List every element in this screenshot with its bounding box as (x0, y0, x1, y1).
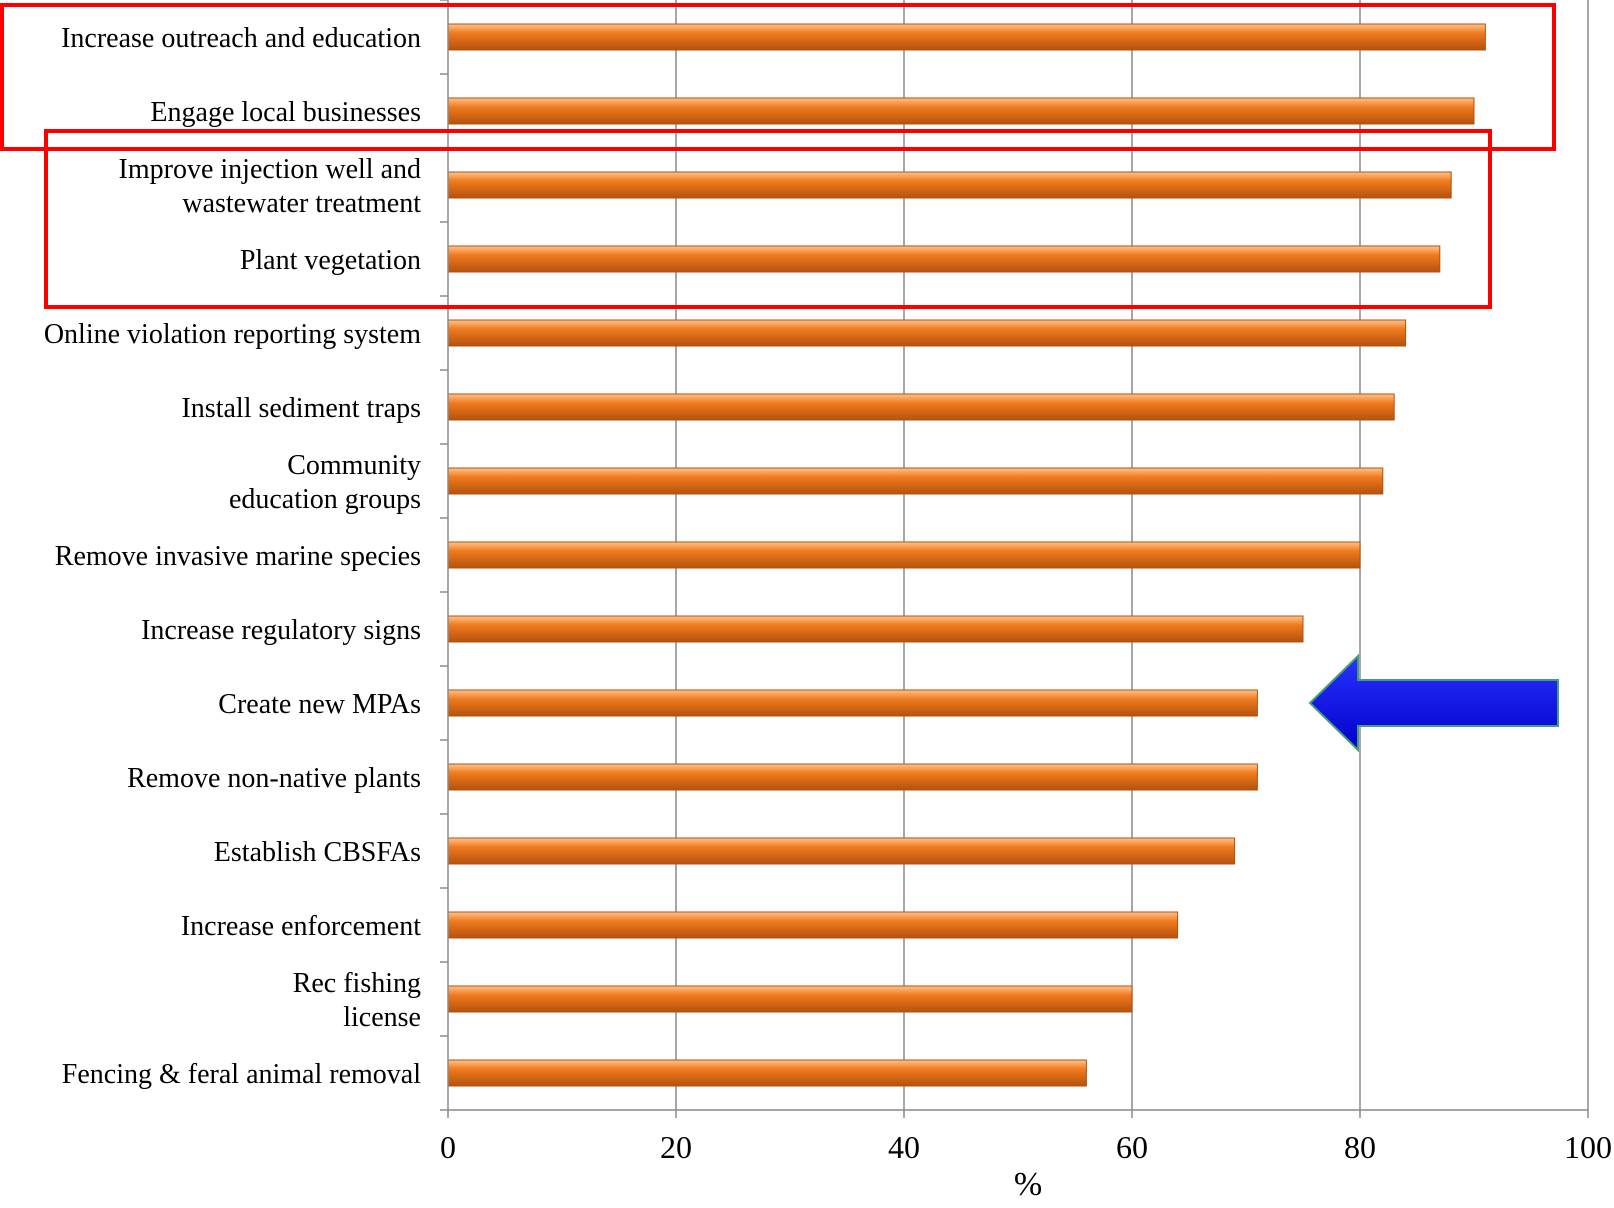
bar (447, 319, 1407, 347)
category-label: Rec fishing (293, 968, 421, 999)
bar (447, 245, 1441, 273)
x-tick-label: 80 (1344, 1129, 1376, 1165)
bar (447, 393, 1395, 421)
category-label: Install sediment traps (181, 393, 421, 424)
category-label: Increase regulatory signs (141, 615, 421, 646)
category-label: wastewater treatment (182, 188, 421, 219)
bar (447, 615, 1304, 643)
bar (447, 985, 1133, 1013)
bar (447, 23, 1486, 51)
x-tick-labels: 0 20 40 60 80 100 (440, 1129, 1612, 1165)
category-label: Plant vegetation (240, 245, 421, 276)
x-tick-label: 60 (1116, 1129, 1148, 1165)
category-label: Increase outreach and education (61, 23, 421, 54)
bar (447, 837, 1236, 865)
x-tick-label: 20 (660, 1129, 692, 1165)
bars (447, 23, 1486, 1087)
category-label: license (343, 1002, 421, 1033)
category-label: Fencing & feral animal removal (62, 1059, 421, 1090)
category-label: Remove invasive marine species (55, 541, 421, 572)
x-axis-title: % (1014, 1166, 1042, 1203)
category-label: Establish CBSFAs (214, 837, 421, 868)
category-label: Improve injection well and (119, 154, 421, 185)
highlight-box-top (0, 3, 1556, 151)
category-label: Create new MPAs (218, 689, 421, 720)
category-label: Community (287, 450, 421, 481)
bar (447, 97, 1475, 125)
annotations (0, 3, 1559, 753)
category-label: Engage local businesses (150, 97, 421, 128)
x-tick-label: 0 (440, 1129, 456, 1165)
bar (447, 541, 1361, 569)
category-label: education groups (229, 484, 421, 515)
bar (447, 911, 1179, 939)
category-label: Online violation reporting system (44, 319, 421, 350)
x-tick-label: 40 (888, 1129, 920, 1165)
category-label: Increase enforcement (181, 911, 421, 942)
bar (447, 763, 1258, 791)
x-tick-label: 100 (1564, 1129, 1612, 1165)
bar (447, 689, 1258, 717)
bar (447, 171, 1452, 199)
axes (440, 0, 1589, 1118)
category-labels: Increase outreach and education Engage lo… (44, 23, 421, 1090)
highlight-box-second (44, 129, 1492, 309)
category-label: Remove non-native plants (127, 763, 421, 794)
bar (447, 1059, 1087, 1087)
bar (447, 467, 1384, 495)
arrow-left-icon (1308, 653, 1559, 753)
